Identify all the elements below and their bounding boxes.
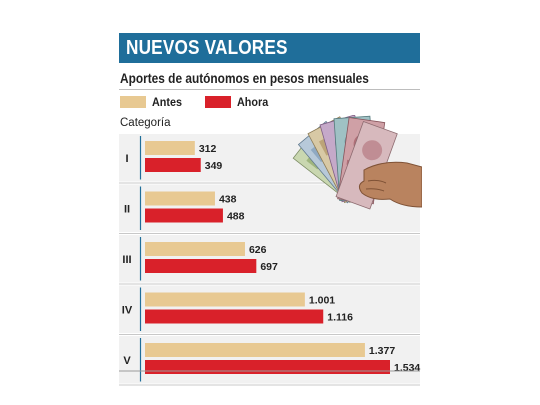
legend-swatch-antes: [120, 96, 146, 108]
page-title: NUEVOS VALORES: [126, 37, 288, 59]
bar-antes: [145, 292, 305, 307]
category-axis-label: Categoría: [120, 117, 171, 129]
chart-title: Aportes de autónomos en pesos mensuales: [120, 71, 369, 86]
data-label: 438: [219, 194, 237, 206]
data-label: 488: [227, 211, 245, 223]
bar-ahora: [145, 309, 324, 324]
category-label: IV: [122, 304, 133, 316]
bar-antes: [145, 141, 195, 155]
bar-ahora: [145, 360, 390, 374]
legend-label-ahora: Ahora: [237, 95, 269, 109]
data-label: 697: [260, 261, 278, 273]
category-label: V: [123, 355, 131, 367]
data-label: 1.534: [394, 362, 420, 374]
legend-label-antes: Antes: [152, 95, 183, 109]
bar-antes: [145, 343, 365, 357]
bar-ahora: [145, 158, 201, 172]
data-label: 349: [205, 160, 223, 172]
data-label: 1.377: [369, 345, 395, 357]
bar-ahora: [145, 259, 257, 273]
data-label: 626: [249, 244, 267, 256]
bar-antes: [145, 242, 245, 256]
category-label: I: [125, 153, 128, 165]
category-label: III: [122, 254, 131, 266]
data-label: 1.001: [309, 295, 335, 307]
data-label: 1.116: [327, 312, 353, 324]
bar-antes: [145, 191, 215, 206]
bar-ahora: [145, 208, 223, 223]
header-bar: NUEVOS VALORES: [119, 33, 420, 63]
divider: [119, 89, 420, 90]
category-label: II: [124, 203, 130, 215]
data-label: 312: [199, 143, 217, 155]
banknotes-in-hand-icon: [292, 115, 422, 210]
legend-swatch-ahora: [205, 96, 231, 108]
